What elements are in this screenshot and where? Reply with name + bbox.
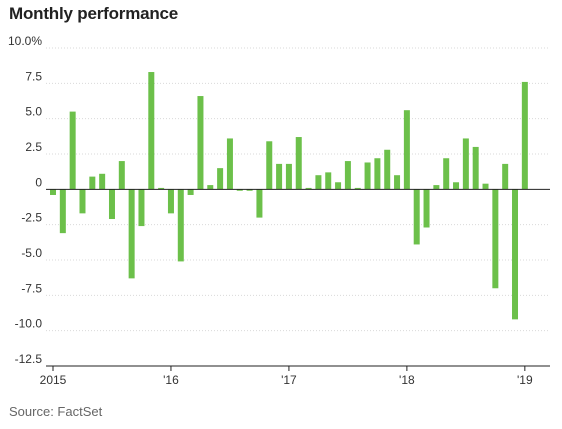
y-tick-label: -5.0 [21,246,42,260]
bar [374,158,381,190]
bar [433,185,440,190]
bar [335,182,342,190]
x-tick-label: '19 [517,373,533,387]
bar [384,149,391,190]
bar [226,138,233,190]
y-tick-label: -12.5 [15,352,43,366]
bar [413,189,420,245]
bar [158,187,165,190]
bar [354,187,361,190]
y-tick-label: -7.5 [21,281,42,295]
x-tick-label: '18 [399,373,415,387]
bar [246,189,253,191]
bar [521,81,528,190]
bar [236,189,243,191]
bar [99,173,106,190]
y-tick-label: 2.5 [25,140,42,154]
bar [492,189,499,289]
bar [315,175,322,190]
bar [305,187,312,190]
bar [266,141,273,190]
bar [276,163,283,190]
bar [256,189,263,218]
chart-title: Monthly performance [9,4,179,23]
bar [482,183,489,190]
bar [325,172,332,190]
bar [148,72,155,190]
source-note: Source: FactSet [9,404,103,419]
grid-lines [46,47,550,367]
y-axis-labels: 10.0% 7.5 5.0 2.5 0 -2.5 -5.0 -7.5 -10.0 -12.5 [8,34,42,366]
bar [285,163,292,190]
bar [197,96,204,190]
bar [108,189,115,220]
bar [462,138,469,190]
bar [423,189,430,228]
y-tick-label: 0 [35,175,42,189]
bar [167,189,174,214]
bar [89,176,96,190]
bar [344,161,351,190]
bar [207,185,214,190]
bar [187,189,194,195]
y-tick-label: -10.0 [15,317,43,331]
bar [138,189,145,227]
bar [217,168,224,190]
bar [69,111,76,190]
bar [59,189,66,234]
y-tick-label: 7.5 [25,69,42,83]
bar [50,189,56,195]
bars [50,72,528,320]
x-tick-label: '17 [281,373,297,387]
bar [443,158,450,190]
x-tick-label: '16 [163,373,179,387]
bar [118,161,125,190]
bar [453,182,460,190]
y-tick-label: 10.0% [8,34,42,48]
bar [512,189,519,320]
bar [403,110,410,190]
bar [364,162,371,190]
y-tick-label: 5.0 [25,105,42,119]
bar [128,189,135,279]
bar [394,175,401,190]
y-tick-label: -2.5 [21,211,42,225]
bar [79,189,86,214]
bar [177,189,184,262]
bar [502,163,509,190]
x-tick-label: 2015 [40,373,67,387]
bar [295,137,302,190]
bar [472,146,479,190]
x-axis: 2015 '16 '17 '18 '19 [40,365,550,387]
